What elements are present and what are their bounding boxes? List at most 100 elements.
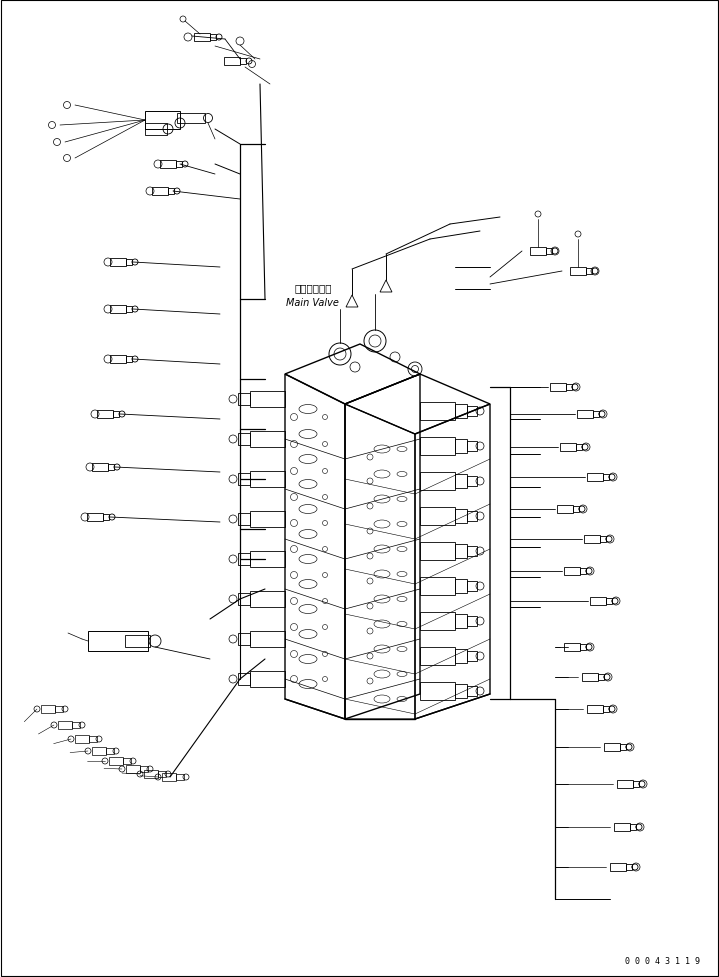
Bar: [467, 546, 477, 557]
Bar: [467, 512, 477, 522]
Bar: [630, 825, 636, 830]
Bar: [145, 112, 180, 130]
Bar: [593, 411, 599, 417]
Bar: [238, 633, 250, 646]
Bar: [58, 721, 72, 729]
Bar: [467, 652, 477, 661]
Bar: [600, 536, 606, 542]
Bar: [587, 474, 603, 482]
Bar: [176, 162, 182, 168]
Bar: [110, 356, 126, 363]
Bar: [566, 385, 572, 391]
Bar: [250, 671, 285, 687]
Bar: [238, 474, 250, 486]
Bar: [152, 188, 168, 195]
Bar: [420, 438, 455, 455]
Bar: [238, 673, 250, 685]
Bar: [455, 650, 467, 663]
Bar: [108, 464, 114, 471]
Bar: [582, 673, 598, 681]
Bar: [123, 758, 131, 764]
Bar: [89, 737, 97, 743]
Text: 0 0 0 4 3 1 1 9: 0 0 0 4 3 1 1 9: [625, 956, 700, 965]
Bar: [250, 392, 285, 407]
Bar: [420, 507, 455, 526]
Bar: [250, 591, 285, 608]
Bar: [238, 553, 250, 566]
Bar: [420, 542, 455, 561]
Bar: [626, 864, 632, 871]
Bar: [546, 249, 552, 255]
Bar: [106, 748, 114, 754]
Bar: [550, 384, 566, 392]
Bar: [564, 643, 580, 652]
Bar: [573, 506, 579, 513]
Bar: [126, 307, 132, 313]
Bar: [250, 512, 285, 528]
Bar: [467, 686, 477, 697]
Bar: [194, 34, 210, 42]
Bar: [455, 475, 467, 488]
Bar: [467, 616, 477, 626]
Bar: [160, 161, 176, 169]
Bar: [455, 509, 467, 524]
Bar: [580, 645, 586, 651]
Bar: [586, 269, 592, 275]
Bar: [140, 766, 148, 772]
Bar: [87, 514, 103, 522]
Bar: [240, 59, 246, 64]
Bar: [145, 124, 167, 136]
Bar: [620, 744, 626, 750]
Bar: [110, 259, 126, 267]
Bar: [420, 682, 455, 701]
Bar: [250, 631, 285, 648]
Bar: [580, 569, 586, 574]
Bar: [126, 357, 132, 362]
Bar: [41, 705, 55, 713]
Bar: [587, 705, 603, 713]
Bar: [113, 411, 119, 417]
Bar: [158, 771, 166, 778]
Bar: [570, 268, 586, 276]
Bar: [238, 593, 250, 606]
Text: メインバルブ: メインバルブ: [294, 283, 331, 293]
Bar: [125, 635, 150, 648]
Bar: [560, 444, 576, 451]
Bar: [109, 757, 123, 765]
Bar: [577, 410, 593, 418]
Bar: [88, 631, 148, 652]
Bar: [126, 765, 140, 773]
Bar: [103, 515, 109, 521]
Bar: [467, 442, 477, 451]
Bar: [238, 394, 250, 405]
Text: Main Valve: Main Valve: [286, 297, 339, 307]
Bar: [614, 824, 630, 831]
Bar: [55, 706, 63, 712]
Bar: [603, 475, 609, 481]
Bar: [420, 648, 455, 665]
Bar: [455, 579, 467, 593]
Bar: [455, 404, 467, 418]
Bar: [455, 440, 467, 453]
Bar: [455, 615, 467, 628]
Bar: [144, 770, 158, 779]
Bar: [238, 514, 250, 526]
Bar: [238, 434, 250, 446]
Bar: [168, 189, 174, 194]
Bar: [176, 774, 184, 781]
Bar: [126, 260, 132, 266]
Bar: [420, 577, 455, 595]
Bar: [92, 463, 108, 472]
Bar: [606, 598, 612, 605]
Bar: [92, 747, 106, 755]
Bar: [576, 445, 582, 450]
Bar: [617, 781, 633, 788]
Bar: [250, 472, 285, 488]
Bar: [633, 782, 639, 787]
Bar: [110, 306, 126, 314]
Bar: [420, 613, 455, 630]
Bar: [162, 773, 176, 782]
Bar: [250, 551, 285, 568]
Bar: [250, 432, 285, 447]
Bar: [467, 581, 477, 591]
